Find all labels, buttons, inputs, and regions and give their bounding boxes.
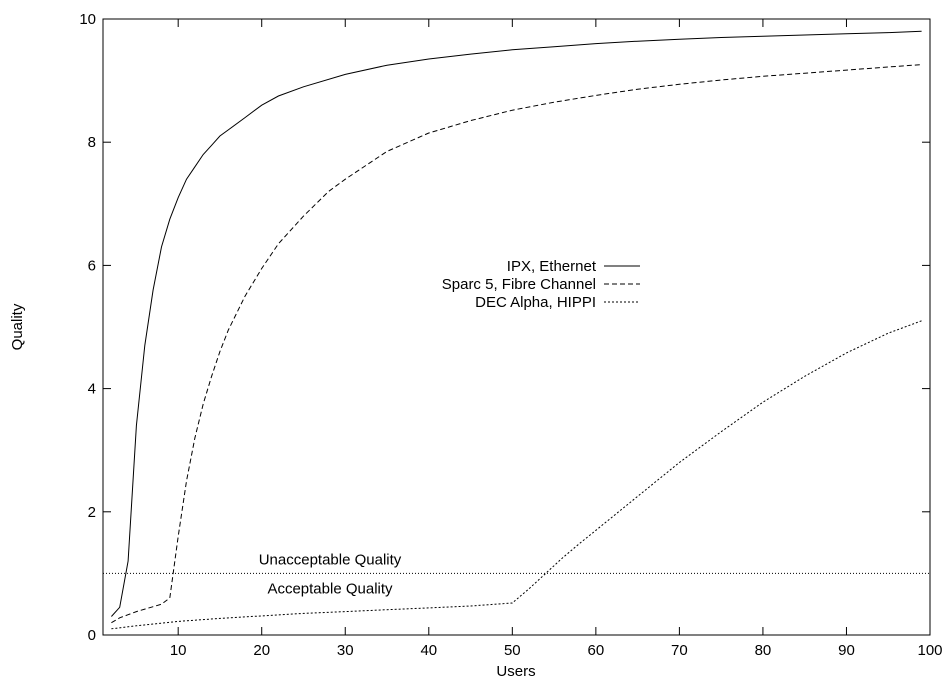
legend-label: Sparc 5, Fibre Channel — [442, 276, 596, 293]
series-line — [111, 64, 922, 624]
y-tick-label: 10 — [79, 11, 96, 28]
x-tick-label: 80 — [755, 642, 772, 659]
x-tick-label: 70 — [671, 642, 688, 659]
series-line — [111, 320, 922, 630]
x-tick-label: 90 — [838, 642, 855, 659]
series-line — [111, 30, 922, 617]
threshold-label-below: Acceptable Quality — [267, 580, 393, 597]
axis-ticks — [103, 18, 931, 636]
axis-tick-labels: 10 20 30 40 50 60 70 80 90 100 0 2 4 6 8 10 — [79, 11, 942, 659]
y-tick-label: 8 — [88, 134, 96, 151]
y-tick-label: 2 — [88, 504, 96, 521]
legend-label: IPX, Ethernet — [507, 258, 597, 275]
y-tick-label: 6 — [88, 257, 96, 274]
x-tick-label: 20 — [253, 642, 270, 659]
x-tick-label: 100 — [917, 642, 942, 659]
legend-label: DEC Alpha, HIPPI — [475, 294, 596, 311]
x-tick-label: 30 — [337, 642, 354, 659]
x-tick-label: 50 — [504, 642, 521, 659]
x-tick-label: 10 — [170, 642, 187, 659]
x-axis-label: Users — [496, 663, 535, 680]
y-axis-label: Quality — [9, 303, 26, 350]
threshold: Unacceptable Quality Acceptable Quality — [103, 551, 930, 597]
y-tick-label: 0 — [88, 627, 96, 644]
series-lines — [111, 30, 922, 630]
threshold-label-above: Unacceptable Quality — [259, 551, 402, 568]
x-tick-label: 60 — [588, 642, 605, 659]
y-tick-label: 4 — [88, 381, 96, 398]
plot-frame — [102, 18, 931, 636]
x-tick-label: 40 — [420, 642, 437, 659]
